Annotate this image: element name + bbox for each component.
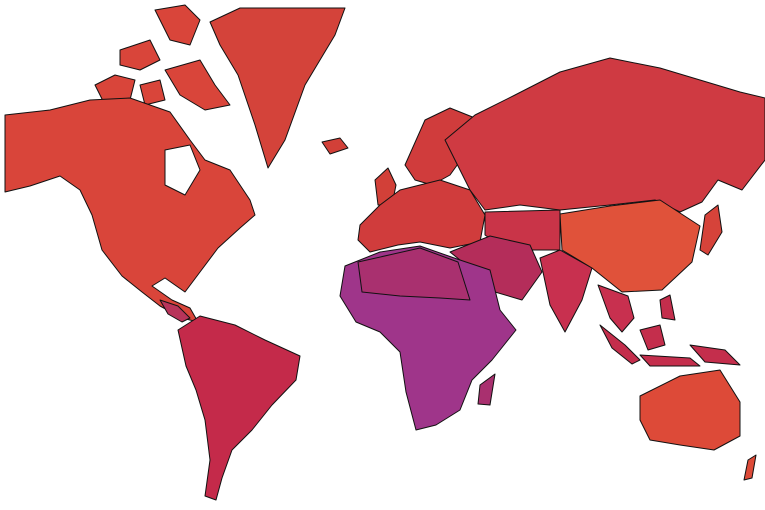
arctic-island [119,39,161,71]
hudson-bay [164,144,201,196]
japan [699,204,723,256]
iceland [321,137,349,155]
greenland [209,7,346,169]
arctic-island [154,4,201,46]
philippines [659,294,676,321]
borneo [639,324,666,351]
new-guinea [689,344,741,366]
madagascar [477,373,496,406]
arctic-island [164,59,231,111]
russia [444,57,765,213]
central-america [159,299,191,323]
north-africa [357,247,471,301]
australia [639,369,741,451]
new-zealand [743,454,757,481]
indonesia [599,324,641,365]
south-america [177,315,301,501]
arctic-island [139,79,166,106]
indonesia [639,354,701,367]
southeast-asia [597,284,635,333]
china [559,199,701,293]
india [539,249,593,333]
